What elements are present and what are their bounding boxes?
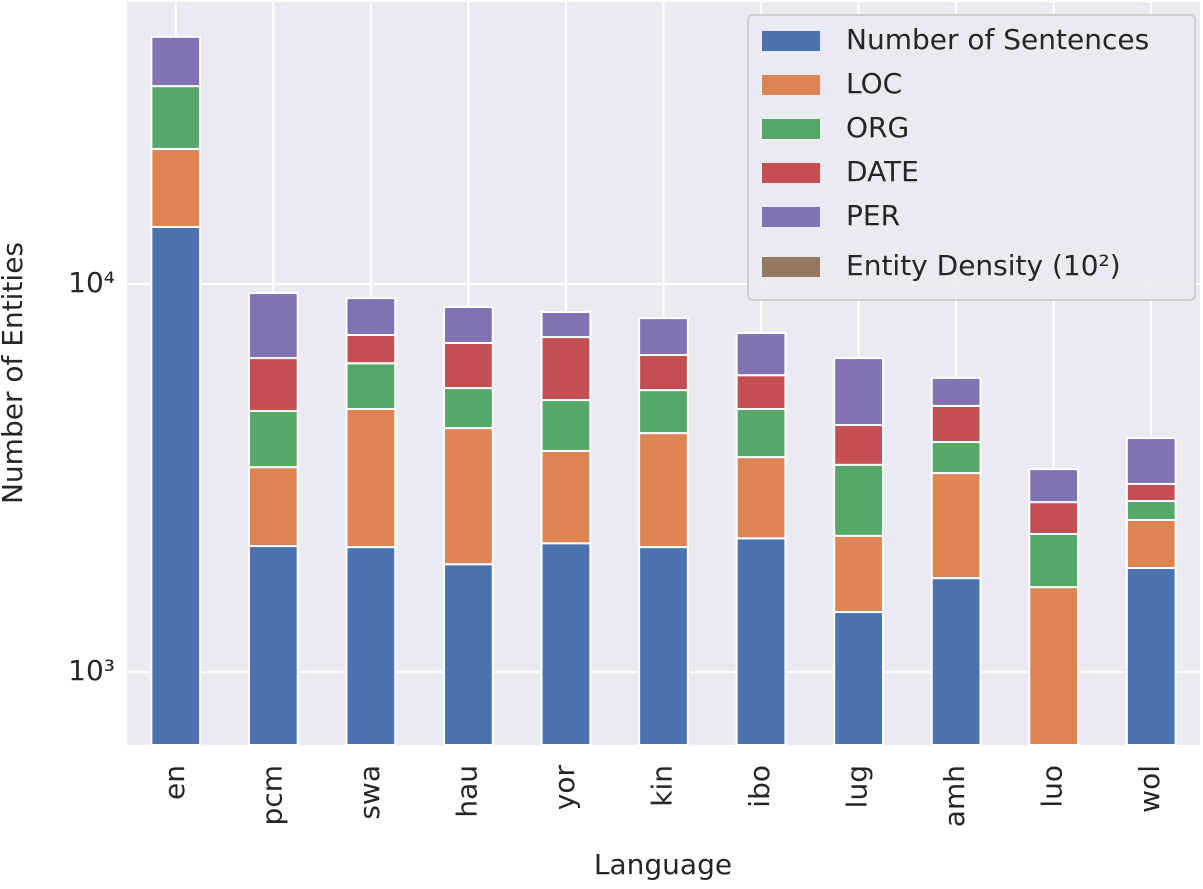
- legend-label: LOC: [846, 67, 902, 100]
- legend-swatch: [762, 163, 820, 183]
- x-tick-label: lug: [841, 765, 874, 808]
- bar-segment: [247, 357, 299, 412]
- bar-segment: [833, 423, 884, 466]
- x-axis-label: Language: [594, 848, 732, 881]
- legend-label: Entity Density (10²): [846, 249, 1121, 282]
- legend-box: [747, 14, 1196, 301]
- bar-segment: [1028, 532, 1080, 589]
- bar-segment: [150, 225, 202, 747]
- bar-segment: [345, 546, 397, 747]
- bar-segment: [443, 387, 494, 430]
- legend-swatch: [762, 119, 820, 139]
- bar-segment: [735, 374, 787, 410]
- bar-segment: [1028, 468, 1080, 504]
- y-tick-label: 10⁴: [68, 266, 115, 299]
- bar-segment: [443, 427, 494, 566]
- bar-segment: [150, 147, 202, 228]
- legend-swatch: [762, 31, 820, 51]
- bar-segment: [1125, 500, 1177, 522]
- bar-segment: [443, 563, 494, 747]
- bar-segment: [1125, 566, 1177, 746]
- x-tick-label: yor: [548, 765, 581, 811]
- bar-segment: [735, 332, 787, 377]
- bar-segment: [345, 407, 397, 549]
- legend-label: ORG: [846, 111, 909, 144]
- bar-segment: [638, 353, 689, 392]
- bar-segment: [638, 546, 689, 747]
- bar-segment: [735, 537, 787, 747]
- bar-segment: [930, 440, 982, 475]
- legend-label: DATE: [846, 155, 919, 188]
- bar-segment: [833, 463, 884, 537]
- bar-segment: [540, 336, 592, 402]
- x-tick-label: ibo: [743, 765, 776, 808]
- bar-segment: [247, 409, 299, 469]
- bar-segment: [1125, 519, 1177, 569]
- bar-segment: [638, 432, 689, 549]
- bar-segment: [735, 407, 787, 459]
- bar-segment: [247, 292, 299, 360]
- bar-segment: [150, 35, 202, 88]
- bar-segment: [638, 317, 689, 356]
- bar-segment: [735, 456, 787, 540]
- x-tick-label: pcm: [255, 765, 288, 825]
- legend-label: Number of Sentences: [846, 23, 1149, 56]
- bar-segment: [1125, 482, 1177, 503]
- x-tick-label: wol: [1133, 765, 1166, 813]
- bar-segment: [345, 334, 397, 365]
- bar-segment: [930, 404, 982, 443]
- bar-segment: [833, 357, 884, 426]
- bar-segment: [540, 449, 592, 545]
- bar-segment: [930, 376, 982, 407]
- bar-segment: [540, 542, 592, 747]
- bar-segment: [1028, 501, 1080, 535]
- x-tick-label: luo: [1036, 765, 1069, 808]
- legend-label: PER: [846, 199, 900, 232]
- bar-segment: [833, 610, 884, 746]
- bar-segment: [247, 545, 299, 746]
- bar-segment: [638, 389, 689, 435]
- x-tick-label: amh: [938, 765, 971, 827]
- y-tick-label: 10³: [68, 654, 115, 687]
- y-axis-label: Number of Entities: [0, 242, 29, 504]
- x-tick-label: hau: [450, 765, 483, 818]
- bar-segment: [150, 85, 202, 150]
- bar-segment: [540, 311, 592, 339]
- x-tick-label: en: [158, 765, 191, 800]
- bar-segment: [345, 362, 397, 410]
- bar-segment: [1125, 437, 1177, 485]
- legend-swatch: [762, 207, 820, 227]
- x-tick-label: swa: [353, 765, 386, 820]
- bar-segment: [930, 472, 982, 580]
- bar-segment: [1028, 586, 1080, 747]
- legend-swatch: [762, 75, 820, 95]
- bar-segment: [345, 297, 397, 337]
- bar-segment: [540, 399, 592, 452]
- legend-swatch: [762, 257, 820, 277]
- bar-segment: [443, 341, 494, 390]
- bar-segment: [443, 306, 494, 344]
- bar-segment: [833, 534, 884, 613]
- x-tick-label: kin: [646, 765, 679, 807]
- bar-segment: [930, 577, 982, 747]
- bar-segment: [247, 466, 299, 548]
